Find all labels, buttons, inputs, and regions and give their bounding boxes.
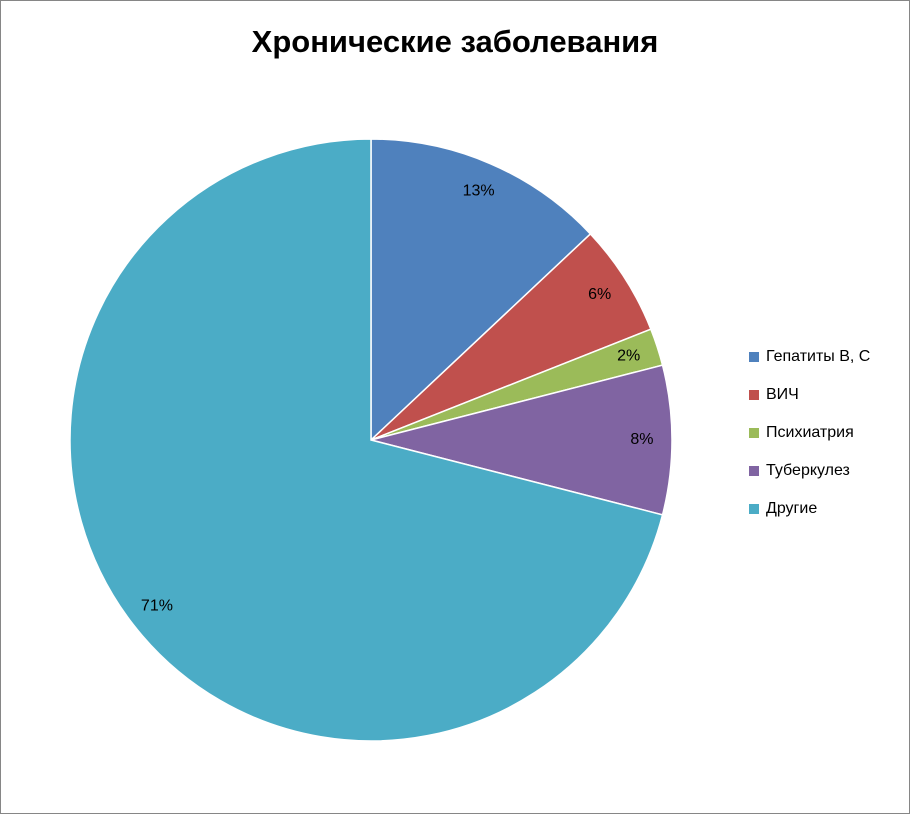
data-label: 8% [630, 431, 653, 448]
pie-slice [370, 138, 592, 442]
legend-swatch [749, 466, 759, 476]
legend-label: Гепатиты В, С [766, 348, 870, 365]
legend-label: ВИЧ [766, 386, 799, 403]
legend-swatch [749, 352, 759, 362]
data-label: 6% [588, 286, 611, 303]
legend-label: Туберкулез [766, 462, 850, 479]
legend-label: Психиатрия [766, 424, 854, 441]
legend-swatch [749, 390, 759, 400]
legend-swatch [749, 428, 759, 438]
data-label: 13% [463, 183, 495, 200]
data-label: 2% [617, 348, 640, 365]
legend-swatch [749, 504, 759, 514]
chart-title: Хронические заболевания [252, 24, 659, 59]
data-label: 71% [141, 597, 173, 614]
pie-slice [370, 364, 673, 516]
legend-label: Другие [766, 500, 817, 517]
pie-slice [69, 138, 664, 742]
